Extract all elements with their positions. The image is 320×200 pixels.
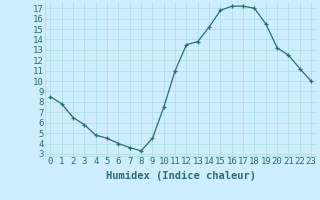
X-axis label: Humidex (Indice chaleur): Humidex (Indice chaleur) [106,171,256,181]
